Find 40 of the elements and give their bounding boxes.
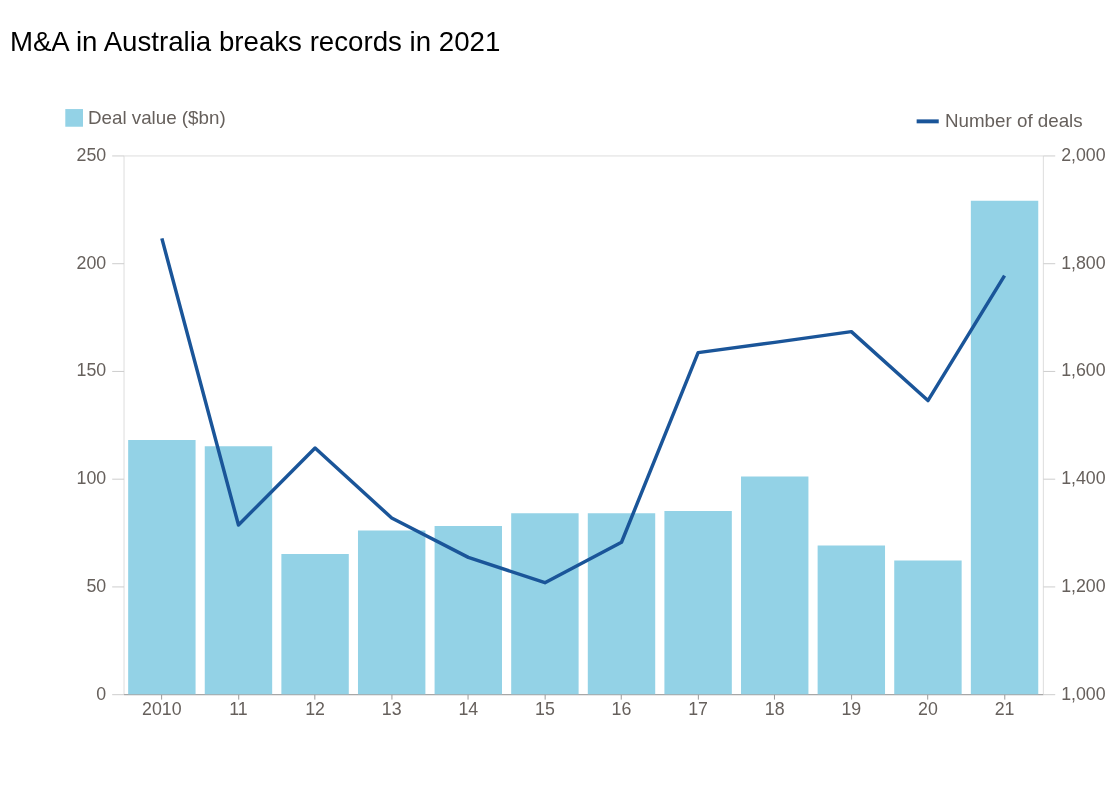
y2-tick-label: 2,000 <box>1061 144 1106 165</box>
bar <box>741 476 809 695</box>
bar <box>664 511 732 695</box>
bar <box>128 439 196 695</box>
bar <box>817 545 886 695</box>
y2-tick-label: 1,000 <box>1061 683 1106 704</box>
bar <box>357 530 426 695</box>
bar <box>511 513 579 695</box>
x-tick-label: 13 <box>381 699 402 720</box>
x-tick-label: 20 <box>918 699 938 720</box>
bar <box>434 526 502 695</box>
x-tick-label: 17 <box>688 699 709 720</box>
legend-label: Number of deals <box>944 110 1083 132</box>
bar <box>894 560 962 695</box>
chart-title: M&A in Australia breaks records in 2021 <box>9 25 501 57</box>
y-tick-label: 50 <box>86 575 107 596</box>
x-tick-label: 15 <box>535 699 555 720</box>
x-tick-label: 19 <box>841 699 862 720</box>
y-tick-label: 100 <box>76 468 107 489</box>
bar <box>204 446 273 695</box>
x-tick-label: 21 <box>994 699 1015 720</box>
line-series <box>160 236 1007 585</box>
bar <box>587 513 656 695</box>
x-tick-label: 11 <box>229 699 248 720</box>
y2-tick-label: 1,400 <box>1061 468 1106 489</box>
x-tick-label: 2010 <box>142 699 182 720</box>
y2-tick-label: 1,600 <box>1061 360 1106 381</box>
bar <box>281 554 349 695</box>
x-tick-label: 14 <box>458 699 479 720</box>
y-tick-label: 250 <box>76 144 107 165</box>
legend-label: Deal value ($bn) <box>87 106 226 128</box>
bar <box>970 200 1039 695</box>
y2-tick-label: 1,800 <box>1061 252 1106 273</box>
x-tick-label: 12 <box>305 699 325 720</box>
y-tick-label: 0 <box>96 683 107 704</box>
y-tick-label: 150 <box>76 360 107 381</box>
y2-tick-label: 1,200 <box>1061 575 1106 596</box>
x-tick-label: 18 <box>764 699 785 720</box>
x-tick-label: 16 <box>611 699 632 720</box>
y-tick-label: 200 <box>76 252 107 273</box>
